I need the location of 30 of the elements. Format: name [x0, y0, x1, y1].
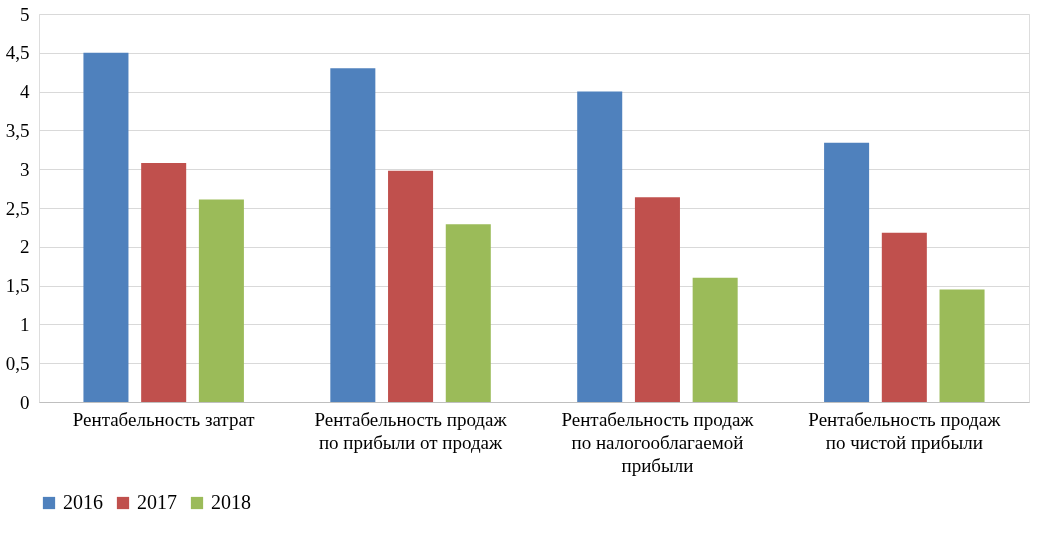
bar — [198, 199, 244, 402]
y-tick-label: 0 — [20, 391, 30, 413]
y-tick-label: 1 — [20, 313, 30, 335]
legend-label: 2016 — [63, 491, 103, 513]
bar — [577, 91, 623, 402]
legend-label: 2018 — [211, 491, 251, 513]
bar — [881, 232, 927, 402]
x-tick-label: Рентабельность затрат — [72, 408, 256, 430]
x-tick-label: Рентабельность продаж по чистой прибыли — [808, 408, 1002, 453]
bar — [939, 289, 985, 402]
bar — [83, 52, 129, 402]
y-tick-label: 4 — [20, 81, 30, 103]
bar — [634, 197, 680, 402]
y-tick-label: 3,5 — [5, 119, 30, 141]
x-tick-label: Рентабельность продаж по налогооблагаемой прибыли — [561, 408, 755, 476]
bar — [824, 142, 870, 402]
y-tick-label: 4,5 — [5, 42, 30, 64]
x-tick-label: Рентабельность продаж по прибыли от продаж — [314, 408, 508, 453]
y-tick-label: 2 — [20, 236, 30, 258]
y-tick-label: 1,5 — [5, 275, 30, 297]
bar — [692, 277, 738, 402]
legend-label: 2017 — [137, 491, 177, 513]
bar — [388, 170, 434, 402]
y-tick-label: 5 — [20, 3, 30, 25]
y-tick-label: 3 — [20, 158, 30, 180]
y-tick-label: 0,5 — [5, 352, 30, 374]
bar — [445, 224, 491, 402]
bar — [141, 162, 187, 402]
y-tick-label: 2,5 — [5, 197, 30, 219]
bar — [330, 68, 376, 402]
